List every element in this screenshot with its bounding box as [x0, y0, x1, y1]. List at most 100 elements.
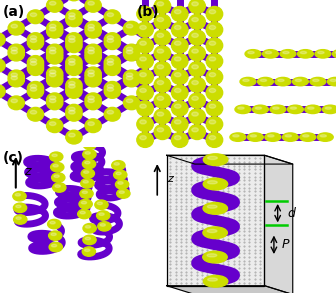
Ellipse shape: [235, 105, 251, 114]
Ellipse shape: [47, 119, 63, 132]
Ellipse shape: [154, 125, 171, 139]
Ellipse shape: [30, 88, 37, 91]
Ellipse shape: [114, 170, 127, 180]
Ellipse shape: [117, 189, 130, 198]
Ellipse shape: [69, 107, 75, 111]
Ellipse shape: [123, 21, 140, 35]
Text: z: z: [25, 165, 31, 178]
Ellipse shape: [27, 59, 44, 72]
Text: (a): (a): [3, 5, 25, 18]
Ellipse shape: [137, 132, 153, 147]
Ellipse shape: [51, 162, 64, 172]
Ellipse shape: [107, 62, 114, 65]
Ellipse shape: [174, 136, 181, 140]
Ellipse shape: [265, 51, 272, 54]
Ellipse shape: [107, 65, 114, 68]
Polygon shape: [264, 155, 293, 293]
Ellipse shape: [104, 81, 121, 95]
Ellipse shape: [49, 24, 56, 28]
Ellipse shape: [107, 84, 114, 88]
Ellipse shape: [116, 172, 121, 175]
Ellipse shape: [174, 10, 181, 14]
Ellipse shape: [203, 202, 227, 214]
Ellipse shape: [11, 50, 17, 54]
Ellipse shape: [88, 27, 94, 31]
Ellipse shape: [27, 36, 44, 50]
Ellipse shape: [332, 50, 336, 58]
Ellipse shape: [137, 101, 153, 116]
Ellipse shape: [85, 96, 101, 110]
Ellipse shape: [140, 120, 146, 124]
Ellipse shape: [8, 70, 25, 84]
Ellipse shape: [69, 81, 75, 85]
Ellipse shape: [47, 47, 63, 61]
Ellipse shape: [313, 79, 319, 81]
Ellipse shape: [85, 226, 91, 228]
Ellipse shape: [189, 62, 205, 76]
Ellipse shape: [83, 140, 96, 149]
Ellipse shape: [154, 0, 171, 13]
Ellipse shape: [171, 101, 188, 116]
Ellipse shape: [315, 50, 331, 58]
Ellipse shape: [283, 51, 289, 54]
Ellipse shape: [252, 105, 268, 114]
Ellipse shape: [209, 88, 216, 93]
Ellipse shape: [88, 53, 94, 57]
Ellipse shape: [82, 159, 96, 169]
Ellipse shape: [13, 192, 26, 201]
Ellipse shape: [47, 70, 63, 84]
Ellipse shape: [88, 122, 94, 125]
Ellipse shape: [11, 47, 17, 51]
Ellipse shape: [66, 13, 82, 27]
Ellipse shape: [104, 62, 121, 75]
Ellipse shape: [157, 96, 164, 100]
Ellipse shape: [66, 104, 82, 118]
Ellipse shape: [203, 154, 228, 166]
Ellipse shape: [85, 152, 90, 154]
Ellipse shape: [209, 57, 216, 61]
Ellipse shape: [137, 6, 153, 21]
Ellipse shape: [79, 199, 92, 209]
Ellipse shape: [157, 33, 164, 38]
Ellipse shape: [192, 2, 198, 6]
Ellipse shape: [154, 62, 171, 76]
Ellipse shape: [174, 88, 181, 93]
Ellipse shape: [49, 122, 56, 125]
Ellipse shape: [85, 93, 101, 107]
Ellipse shape: [255, 107, 262, 109]
Ellipse shape: [157, 2, 164, 6]
Ellipse shape: [250, 135, 257, 137]
Ellipse shape: [49, 96, 56, 100]
Ellipse shape: [30, 62, 37, 65]
Ellipse shape: [145, 88, 152, 91]
Ellipse shape: [97, 202, 102, 205]
Text: P: P: [282, 238, 289, 251]
Ellipse shape: [69, 42, 75, 45]
Ellipse shape: [8, 96, 25, 110]
Ellipse shape: [208, 156, 217, 160]
Ellipse shape: [85, 119, 101, 132]
Ellipse shape: [83, 235, 96, 245]
Ellipse shape: [137, 69, 153, 84]
Ellipse shape: [47, 67, 63, 81]
Ellipse shape: [209, 120, 216, 124]
Ellipse shape: [189, 93, 205, 108]
Ellipse shape: [100, 224, 106, 226]
Ellipse shape: [27, 62, 44, 75]
Ellipse shape: [174, 41, 181, 45]
Ellipse shape: [233, 135, 239, 137]
Ellipse shape: [192, 112, 198, 116]
Ellipse shape: [126, 73, 133, 77]
Ellipse shape: [84, 171, 89, 173]
Ellipse shape: [107, 39, 114, 42]
Ellipse shape: [154, 46, 171, 61]
Ellipse shape: [123, 73, 140, 87]
Ellipse shape: [317, 133, 333, 141]
Ellipse shape: [30, 84, 37, 88]
Ellipse shape: [287, 105, 303, 114]
Ellipse shape: [30, 13, 37, 17]
Ellipse shape: [107, 36, 114, 40]
Ellipse shape: [137, 38, 153, 53]
Ellipse shape: [49, 47, 56, 51]
Polygon shape: [167, 286, 293, 293]
